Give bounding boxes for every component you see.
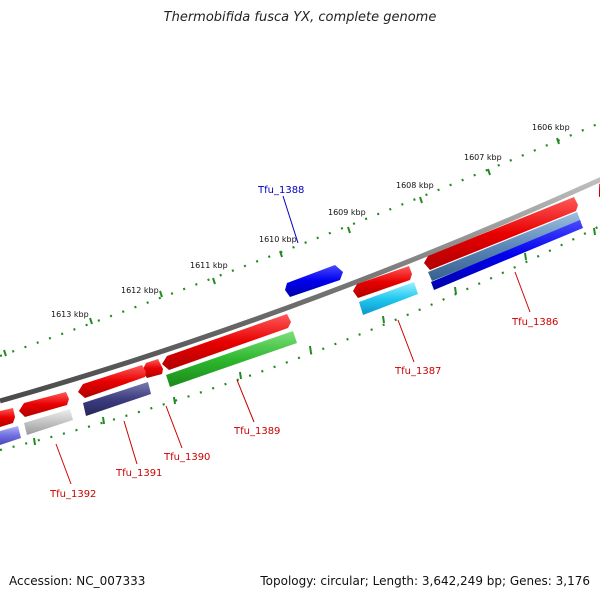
kbp-label: 1612 kbp [121, 286, 159, 295]
map-title: Thermobifida fusca YX, complete genome [163, 10, 437, 25]
gene-arrow[interactable] [162, 314, 291, 370]
gene-label[interactable]: Tfu_1392 [49, 489, 96, 500]
gene-feature-bar[interactable] [431, 220, 583, 290]
gene-feature-bar[interactable] [83, 382, 151, 416]
gene-feature-bar[interactable] [0, 426, 21, 445]
genome-summary-text: Topology: circular; Length: 3,642,249 bp… [260, 574, 590, 588]
kbp-major-ticks [3, 137, 560, 357]
gene-arrow[interactable] [19, 392, 69, 417]
kbp-label: 1608 kbp [396, 181, 434, 190]
gene-label[interactable]: Tfu_1390 [163, 452, 210, 463]
kbp-label: 1606 kbp [532, 123, 570, 132]
kbp-label: 1609 kbp [328, 208, 366, 217]
gene-arrow[interactable] [424, 197, 578, 270]
gene-feature-bar[interactable] [359, 282, 418, 315]
gene-label[interactable]: Tfu_1388 [257, 185, 304, 196]
kbp-label: 1611 kbp [190, 261, 228, 270]
gene-arrow-tfu-1388[interactable] [285, 265, 343, 297]
gene-arrow[interactable] [78, 365, 146, 398]
gene-label[interactable]: Tfu_1387 [394, 366, 441, 377]
gene-arrow[interactable] [0, 408, 15, 427]
gene-arrow[interactable] [353, 266, 412, 298]
kbp-label: 1610 kbp [259, 235, 297, 244]
kbp-label: 1607 kbp [464, 153, 502, 162]
accession-text: Accession: NC_007333 [9, 574, 146, 588]
gene-label[interactable]: Tfu_1386 [511, 317, 558, 328]
gene-feature-bar[interactable] [428, 212, 581, 281]
inner-scale-ticks [33, 227, 596, 446]
gene-label[interactable]: Tfu_1391 [115, 468, 162, 479]
genome-backbone [0, 177, 600, 404]
gene-feature-bar[interactable] [166, 331, 297, 387]
inner-scale-line [0, 225, 600, 452]
gene-label[interactable]: Tfu_1389 [233, 426, 280, 437]
label-leaders [55, 195, 531, 485]
gene-arrow[interactable] [142, 359, 163, 378]
gene-feature-bar[interactable] [24, 409, 73, 435]
kbp-label: 1613 kbp [51, 310, 89, 319]
